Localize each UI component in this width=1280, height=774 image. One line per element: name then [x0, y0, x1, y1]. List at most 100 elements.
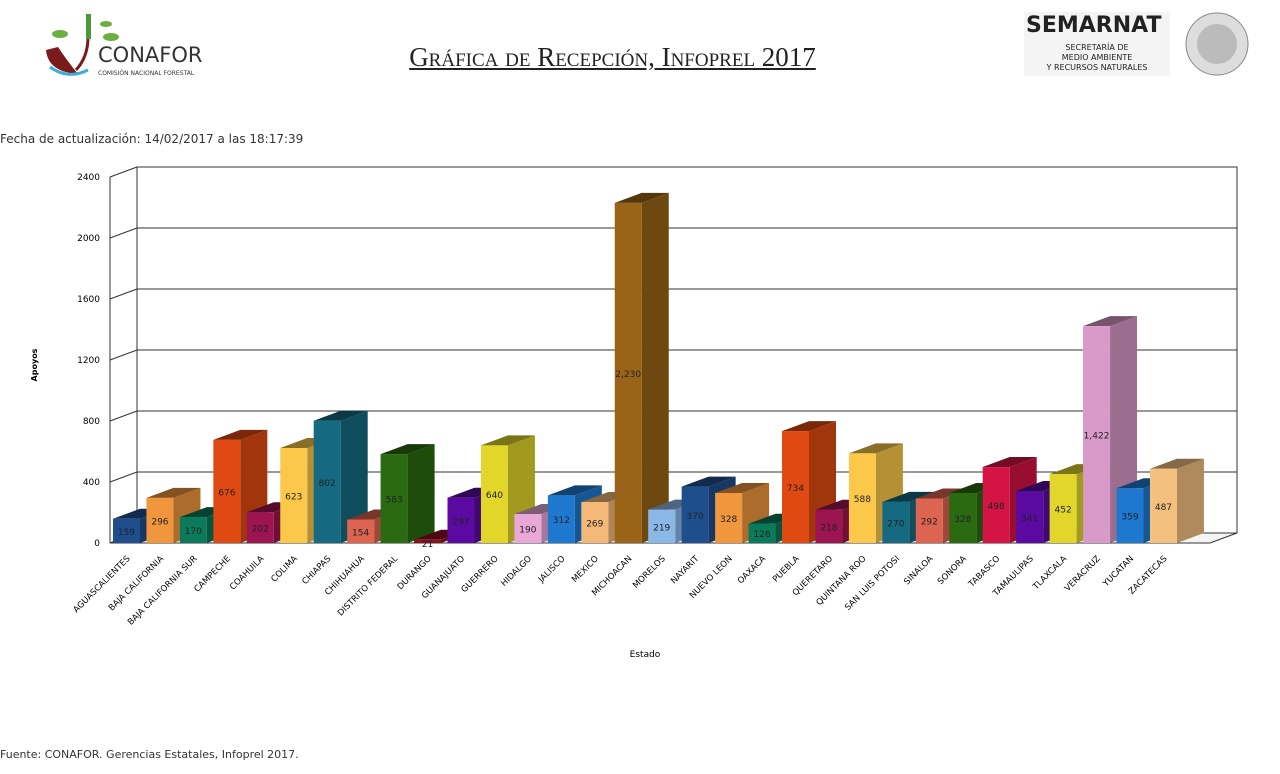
data-label: 623	[285, 492, 302, 502]
page-title: Gráfica de Recepción, Infoprel 2017	[409, 42, 816, 72]
data-label: 734	[787, 484, 804, 494]
data-label: 370	[687, 512, 704, 522]
y-tick-label: 2000	[77, 234, 100, 244]
svg-text:Y RECURSOS NATURALES: Y RECURSOS NATURALES	[1046, 63, 1148, 72]
bar-top	[313, 410, 368, 421]
update-timestamp: Fecha de actualización: 14/02/2017 a las…	[0, 132, 304, 146]
y-tick-label: 400	[83, 478, 100, 488]
x-tick-label: SONORA	[936, 554, 969, 587]
gridline-side	[109, 349, 138, 361]
gridline-side	[109, 166, 138, 178]
x-tick-label: HIDALGO	[499, 554, 534, 589]
data-label: 190	[519, 526, 536, 536]
data-label: 640	[486, 491, 503, 501]
data-label: 802	[319, 479, 336, 489]
x-tick-label: MORELOS	[631, 554, 668, 591]
data-label: 676	[218, 488, 235, 498]
bar-front	[113, 518, 140, 543]
bar-front	[681, 486, 709, 543]
bar: 2,230	[614, 192, 669, 544]
data-label: 328	[954, 515, 971, 525]
data-label: 219	[653, 523, 670, 533]
data-label: 170	[185, 527, 202, 537]
bar: 1,422	[1083, 316, 1138, 543]
data-label: 126	[753, 530, 770, 540]
conafor-logo: CONAFOR COMISIÓN NACIONAL FORESTAL	[38, 12, 208, 82]
x-axis-label: Estado	[630, 650, 661, 660]
data-label: 202	[252, 525, 269, 535]
bar-top	[547, 485, 602, 496]
data-label: 583	[386, 496, 403, 506]
y-tick-label: 1600	[77, 295, 100, 305]
x-tick-label: SINALOA	[902, 554, 935, 587]
x-tick-label: YUCATAN	[1101, 554, 1137, 590]
data-label: 269	[586, 519, 603, 529]
svg-text:CONAFOR: CONAFOR	[98, 43, 202, 67]
data-label: 270	[887, 519, 904, 529]
x-tick-label: COLIMA	[269, 554, 300, 585]
bar-front	[347, 519, 375, 543]
bar-side	[1176, 458, 1204, 543]
bar-front	[1049, 474, 1077, 543]
data-label: 588	[854, 495, 871, 505]
bar-front	[782, 431, 809, 543]
bar-front	[882, 501, 910, 543]
svg-text:MEDIO AMBIENTE: MEDIO AMBIENTE	[1062, 53, 1133, 62]
bar: 802	[313, 410, 368, 543]
bar-front	[146, 497, 174, 543]
bar-side	[407, 444, 435, 543]
y-tick-label: 2400	[77, 173, 100, 183]
bar-front	[514, 514, 542, 543]
data-label: 292	[921, 518, 938, 528]
bar-side	[340, 410, 368, 543]
gridline-side	[109, 227, 138, 239]
x-tick-label: NAYARIT	[669, 553, 702, 586]
semarnat-logo: SEMARNAT SECRETARÍA DE MEDIO AMBIENTE Y …	[1022, 10, 1252, 80]
y-tick-label: 1200	[77, 356, 100, 366]
bar-side	[641, 192, 669, 544]
bar-top	[1083, 316, 1138, 327]
svg-text:COMISIÓN NACIONAL FORESTAL: COMISIÓN NACIONAL FORESTAL	[98, 70, 195, 77]
data-label: 487	[1155, 503, 1172, 513]
x-tick-label: CAMPECHE	[192, 554, 233, 595]
data-label: 498	[988, 502, 1005, 512]
bar-top	[882, 491, 937, 502]
svg-text:SEMARNAT: SEMARNAT	[1026, 13, 1161, 38]
data-label: 154	[352, 528, 369, 538]
bar-top	[681, 476, 736, 487]
bar-top	[1149, 458, 1204, 469]
bar-top	[480, 435, 535, 446]
x-tick-label: AGUASCALIENTES	[72, 554, 133, 615]
data-label: 1,422	[1084, 432, 1110, 442]
data-label: 359	[1121, 513, 1138, 523]
y-axis-label: Apoyos	[30, 348, 39, 381]
x-tick-label: VERACRUZ	[1063, 554, 1103, 594]
bar-front	[715, 492, 743, 543]
data-label: 452	[1055, 506, 1072, 516]
x-tick-label: MEXICO	[570, 554, 601, 585]
data-label: 328	[720, 515, 737, 525]
bar-top	[782, 421, 836, 432]
gridline-side	[109, 288, 138, 300]
gridline-side	[109, 471, 138, 483]
x-tick-label: DISTRITO FEDERAL	[336, 554, 400, 618]
source-note: Fuente: CONAFOR. Gerencias Estatales, In…	[0, 748, 299, 761]
bar-front	[447, 497, 475, 543]
y-tick-label: 0	[94, 539, 100, 549]
gridline-side	[109, 410, 138, 422]
x-tick-label: JALISCO	[536, 554, 568, 586]
data-label: 21	[422, 540, 433, 550]
bar-front	[1149, 468, 1177, 543]
bar-front	[748, 523, 776, 543]
bar-top	[848, 443, 903, 454]
bar-front	[915, 498, 943, 543]
bar-front	[179, 517, 207, 543]
data-label: 312	[553, 516, 570, 526]
svg-text:SECRETARÍA DE: SECRETARÍA DE	[1065, 41, 1128, 52]
data-label: 218	[820, 523, 837, 533]
x-tick-label: BAJA CALIFORNIA SUR	[126, 554, 200, 628]
bar-front	[815, 509, 843, 543]
bar-front	[313, 420, 341, 543]
bar-front	[581, 501, 609, 543]
x-tick-label: OAXACA	[736, 554, 768, 586]
